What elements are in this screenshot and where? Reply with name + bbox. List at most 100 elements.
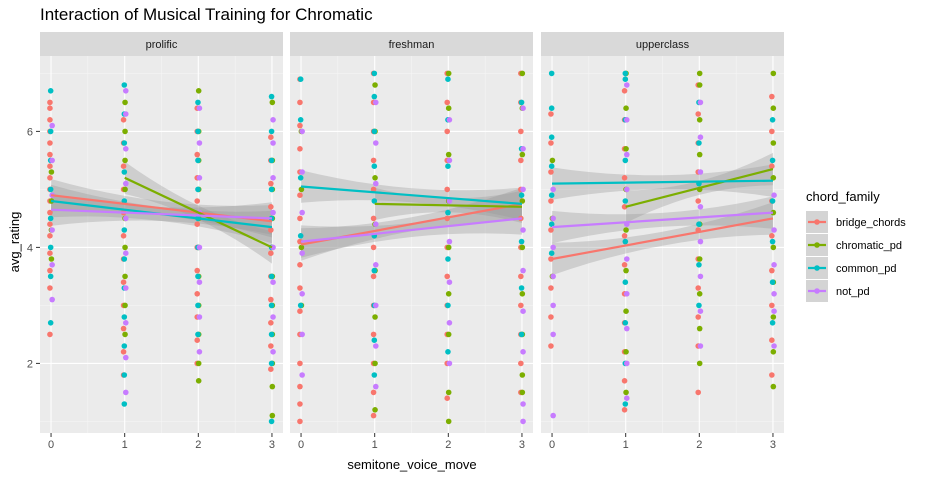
- facet-strip-label: upperclass: [636, 39, 690, 51]
- point-not_pd: [122, 111, 129, 117]
- point-common_pd: [548, 250, 555, 256]
- fit-line-chromatic_pd: [124, 176, 273, 249]
- facet-strip-label: prolific: [146, 39, 178, 51]
- point-not_pd: [299, 250, 305, 256]
- legend-entries: bridge_chords chromatic_pd common_pd not_pd: [806, 211, 906, 302]
- point-chromatic_pd: [770, 209, 777, 216]
- point-bridge_chords: [444, 128, 451, 135]
- legend-key-point: [814, 265, 820, 271]
- point-not_pd: [446, 320, 453, 326]
- point-not_pd: [520, 146, 526, 152]
- point-common_pd: [297, 233, 304, 239]
- point-chromatic_pd: [696, 151, 703, 158]
- point-bridge_chords: [194, 267, 201, 274]
- point-not_pd: [49, 262, 55, 268]
- point-chromatic_pd: [122, 157, 128, 164]
- point-common_pd: [696, 221, 702, 227]
- x-tick-label: 1: [623, 439, 629, 451]
- x-tick-label: 0: [549, 439, 555, 451]
- point-common_pd: [121, 401, 128, 407]
- point-chromatic_pd: [696, 70, 703, 77]
- point-not_pd: [520, 227, 526, 233]
- point-common_pd: [121, 140, 128, 146]
- fit-line-chromatic_pd: [625, 168, 774, 208]
- x-tick-label: 3: [770, 439, 776, 451]
- point-chromatic_pd: [770, 105, 777, 111]
- point-not_pd: [550, 186, 556, 193]
- point-chromatic_pd: [623, 146, 629, 152]
- point-not_pd: [446, 117, 453, 123]
- point-chromatic_pd: [519, 389, 526, 396]
- point-common_pd: [518, 285, 525, 291]
- point-not_pd: [623, 186, 630, 193]
- point-bridge_chords: [370, 244, 377, 251]
- x-tick-label: 3: [519, 439, 525, 451]
- point-bridge_chords: [47, 209, 53, 216]
- point-chromatic_pd: [445, 151, 452, 158]
- point-chromatic_pd: [519, 372, 526, 378]
- point-bridge_chords: [268, 134, 274, 140]
- point-bridge_chords: [548, 343, 554, 349]
- point-bridge_chords: [297, 360, 303, 367]
- point-not_pd: [372, 262, 379, 268]
- point-not_pd: [697, 238, 704, 245]
- point-not_pd: [270, 209, 276, 216]
- facet-strip: [541, 32, 784, 56]
- point-not_pd: [196, 140, 203, 146]
- y-tick-label: 6: [27, 126, 33, 138]
- point-bridge_chords: [268, 320, 274, 326]
- x-tick-label: 0: [48, 439, 54, 451]
- facet-strip-label: freshman: [389, 39, 435, 51]
- point-chromatic_pd: [372, 175, 378, 181]
- x-tick-label: 3: [269, 439, 275, 451]
- point-not_pd: [299, 209, 305, 216]
- point-chromatic_pd: [696, 117, 703, 123]
- point-not_pd: [520, 349, 526, 355]
- point-not_pd: [270, 140, 276, 146]
- point-bridge_chords: [268, 227, 274, 233]
- point-not_pd: [196, 105, 203, 111]
- point-bridge_chords: [297, 122, 303, 129]
- fit-line-not_pd: [551, 211, 774, 229]
- point-common_pd: [297, 175, 304, 181]
- point-chromatic_pd: [298, 186, 305, 193]
- point-chromatic_pd: [519, 70, 526, 77]
- x-tick-label: 2: [445, 439, 451, 451]
- point-not_pd: [122, 88, 129, 94]
- point-chromatic_pd: [298, 244, 305, 251]
- legend-item-not_pd: not_pd: [806, 280, 870, 302]
- point-bridge_chords: [548, 285, 554, 291]
- point-not_pd: [520, 418, 526, 425]
- point-common_pd: [195, 186, 201, 193]
- point-bridge_chords: [621, 204, 628, 210]
- point-bridge_chords: [695, 285, 702, 291]
- point-chromatic_pd: [519, 198, 526, 204]
- point-not_pd: [446, 157, 453, 164]
- point-common_pd: [548, 221, 555, 227]
- point-bridge_chords: [47, 151, 53, 158]
- point-chromatic_pd: [195, 360, 202, 367]
- point-chromatic_pd: [623, 227, 629, 233]
- point-common_pd: [47, 128, 54, 135]
- point-bridge_chords: [548, 169, 554, 175]
- legend-item-label: chromatic_pd: [836, 240, 902, 252]
- point-bridge_chords: [268, 296, 274, 303]
- point-chromatic_pd: [696, 325, 703, 332]
- point-bridge_chords: [297, 285, 303, 291]
- point-bridge_chords: [268, 343, 274, 349]
- point-not_pd: [771, 262, 777, 268]
- point-chromatic_pd: [445, 244, 452, 251]
- point-chromatic_pd: [623, 389, 629, 396]
- point-common_pd: [268, 360, 275, 367]
- point-common_pd: [445, 349, 451, 355]
- point-chromatic_pd: [770, 244, 777, 251]
- point-common_pd: [696, 140, 702, 146]
- point-bridge_chords: [297, 401, 303, 407]
- point-bridge_chords: [518, 302, 524, 309]
- point-common_pd: [445, 209, 451, 216]
- point-common_pd: [371, 128, 378, 135]
- point-bridge_chords: [268, 204, 274, 210]
- point-bridge_chords: [297, 262, 303, 268]
- point-chromatic_pd: [696, 291, 703, 297]
- point-common_pd: [195, 99, 201, 106]
